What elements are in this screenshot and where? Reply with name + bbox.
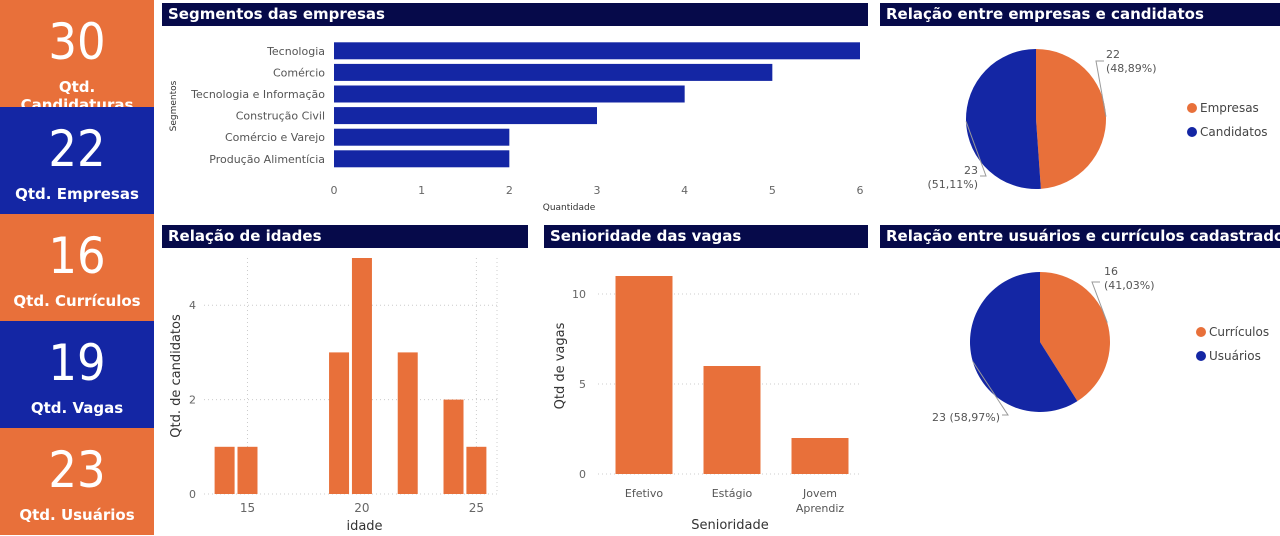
bar <box>329 352 350 494</box>
x-tick-label: 0 <box>331 184 338 197</box>
legend-marker <box>1196 327 1206 337</box>
x-tick-label: 25 <box>469 501 484 515</box>
x-tick-label: 1 <box>418 184 425 197</box>
slice-value-label: 22 <box>1106 48 1120 61</box>
bar <box>334 128 510 146</box>
category-label: Comércio <box>273 66 325 79</box>
senioridade-bar-chart: 0 5 10 Efetivo Estágio Jovem Aprendiz Seniorida… <box>553 276 862 533</box>
leader-line <box>972 361 1009 416</box>
bar <box>791 438 849 474</box>
legend-marker <box>1187 127 1197 137</box>
legend-marker <box>1187 103 1197 113</box>
y-tick-label: 5 <box>579 378 586 391</box>
bar <box>334 85 685 103</box>
pie-slice <box>1036 49 1107 189</box>
x-axis-label: Senioridade <box>691 518 768 533</box>
kpi-card: 22 Qtd. Empresas <box>0 107 154 214</box>
category-label: Aprendiz <box>796 502 845 515</box>
slice-percent-label: (48,89%) <box>1106 62 1157 75</box>
x-axis-label: Quantidade <box>543 203 596 213</box>
bar <box>334 107 597 125</box>
kpi-card: 16 Qtd. Currículos <box>0 214 154 321</box>
y-tick-label: 10 <box>572 288 586 301</box>
panel-title-senioridade: Senioridade das vagas <box>544 225 868 248</box>
bar <box>334 63 773 81</box>
kpi-value: 23 <box>48 441 106 499</box>
legend-label: Empresas <box>1200 101 1259 115</box>
category-label: Efetivo <box>625 487 663 500</box>
category-label: Produção Alimentícia <box>209 153 325 166</box>
category-label: Tecnologia e Informação <box>190 88 325 101</box>
panel-title-empresas-candidatos: Relação entre empresas e candidatos <box>880 3 1280 26</box>
y-axis-label: Qtd de vagas <box>553 322 568 409</box>
slice-value-label: 23 <box>964 164 978 177</box>
legend-label: Candidatos <box>1200 125 1268 139</box>
x-tick-label: 4 <box>681 184 688 197</box>
bar <box>334 42 860 60</box>
category-label: Construção Civil <box>236 110 325 123</box>
kpi-label: Qtd. Empresas <box>15 185 139 203</box>
kpi-card: 23 Qtd. Usuários <box>0 428 154 535</box>
category-label: Tecnologia <box>266 45 325 58</box>
segmentos-bar-chart: Tecnologia Comércio Tecnologia e Informaçã… <box>169 42 864 213</box>
slice-percent-label: (41,03%) <box>1104 279 1155 292</box>
bar <box>466 446 487 494</box>
kpi-value: 16 <box>48 227 106 285</box>
legend-marker <box>1196 351 1206 361</box>
leader-line <box>965 121 987 177</box>
kpi-label: Qtd. Usuários <box>19 506 135 524</box>
panel-title-idades: Relação de idades <box>162 225 528 248</box>
pie-slice <box>966 49 1041 189</box>
bar <box>214 446 235 494</box>
bar <box>615 276 673 474</box>
x-axis-label: idade <box>346 519 382 534</box>
legend-label: Currículos <box>1209 325 1269 339</box>
category-label: Jovem <box>802 487 837 500</box>
bar <box>443 399 464 494</box>
kpi-card: 19 Qtd. Vagas <box>0 321 154 428</box>
pie-slice <box>970 272 1078 412</box>
bar <box>334 150 510 168</box>
panel-title-usuarios-curriculos: Relação entre usuários e currículos cada… <box>880 225 1280 248</box>
kpi-card: 30 Qtd. Candidaturas <box>0 0 154 114</box>
bar <box>351 258 372 494</box>
x-tick-label: 6 <box>857 184 864 197</box>
y-tick-label: 0 <box>579 468 586 481</box>
kpi-value: 30 <box>48 13 106 71</box>
x-tick-label: 5 <box>769 184 776 197</box>
pie-slice <box>1040 272 1110 402</box>
leader-line <box>1091 281 1108 323</box>
legend-label: Usuários <box>1209 349 1261 363</box>
kpi-label: Qtd. Vagas <box>30 399 124 417</box>
bar <box>703 366 761 474</box>
kpi-value: 22 <box>48 120 106 178</box>
kpi-label: Qtd. Currículos <box>13 292 141 310</box>
bar <box>237 446 258 494</box>
panel-title-segmentos: Segmentos das empresas <box>162 3 868 26</box>
x-tick-label: 15 <box>240 501 255 515</box>
slice-value-label: 16 <box>1104 265 1118 278</box>
slice-value-label: 23 (58,97%) <box>932 411 1000 424</box>
kpi-value: 19 <box>48 334 106 392</box>
x-tick-label: 3 <box>594 184 601 197</box>
idades-bar-chart: 0 2 4 15 20 25 idade Qtd. de candidatos <box>169 258 498 534</box>
y-tick-label: 2 <box>189 394 196 407</box>
x-tick-label: 2 <box>506 184 513 197</box>
y-axis-label: Segmentos <box>169 80 179 131</box>
slice-percent-label: (51,11%) <box>927 178 978 191</box>
leader-line <box>1095 60 1107 117</box>
y-axis-label: Qtd. de candidatos <box>169 314 184 438</box>
y-tick-label: 4 <box>189 299 196 312</box>
y-tick-label: 0 <box>189 488 196 501</box>
category-label: Comércio e Varejo <box>225 131 325 144</box>
usuarios-curriculos-pie-chart: 16(41,03%) 23 (58,97%) Currículos Usuários <box>932 265 1269 424</box>
empresas-candidatos-pie-chart: 22(48,89%) 23(51,11%) Empresas Candidatos <box>927 48 1268 191</box>
x-tick-label: 20 <box>354 501 369 515</box>
category-label: Estágio <box>712 487 753 500</box>
bar <box>397 352 418 494</box>
